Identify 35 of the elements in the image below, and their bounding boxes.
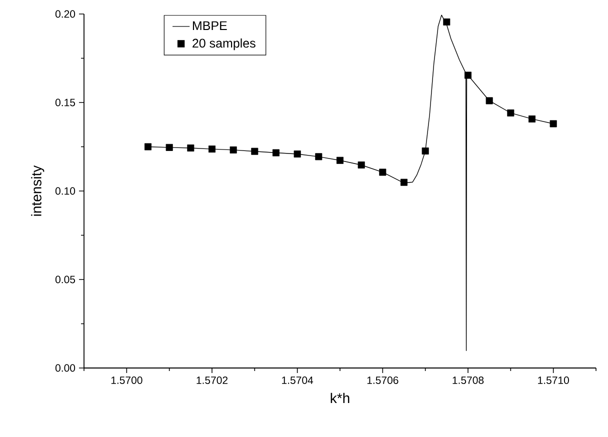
point <box>272 149 280 156</box>
x-tick-label: 1.5708 <box>452 376 484 384</box>
point <box>315 153 322 160</box>
point <box>336 156 344 164</box>
y-axis-title: intensity <box>31 165 44 216</box>
point <box>528 115 536 122</box>
y-tick-label: 0.20 <box>55 10 76 18</box>
point <box>166 144 173 151</box>
legend-label: MBPE <box>192 21 227 30</box>
x-tick-label: 1.5702 <box>196 376 228 384</box>
point <box>251 148 258 155</box>
point <box>422 148 429 154</box>
x-tick-label: 1.5700 <box>111 376 142 384</box>
point <box>144 143 152 150</box>
point <box>230 146 237 154</box>
y-tick-label: 0.05 <box>55 276 76 284</box>
point <box>294 150 301 158</box>
point <box>443 18 450 26</box>
point <box>464 72 472 79</box>
y-tick-label: 0.10 <box>55 187 76 195</box>
point <box>507 109 514 116</box>
point <box>550 120 557 128</box>
point <box>400 178 408 186</box>
x-tick-label: 1.5704 <box>282 376 314 384</box>
y-tick-label: 0.00 <box>55 364 76 372</box>
x-axis-title: k*h <box>330 392 350 403</box>
point <box>208 146 216 153</box>
point <box>486 97 493 104</box>
point <box>379 168 386 176</box>
legend-label: 20 samples <box>192 38 256 50</box>
x-tick-label: 1.5710 <box>538 376 569 384</box>
point <box>358 161 365 168</box>
y-tick-label: 0.15 <box>55 98 76 106</box>
point <box>187 144 194 152</box>
x-tick-label: 1.5706 <box>367 376 398 384</box>
